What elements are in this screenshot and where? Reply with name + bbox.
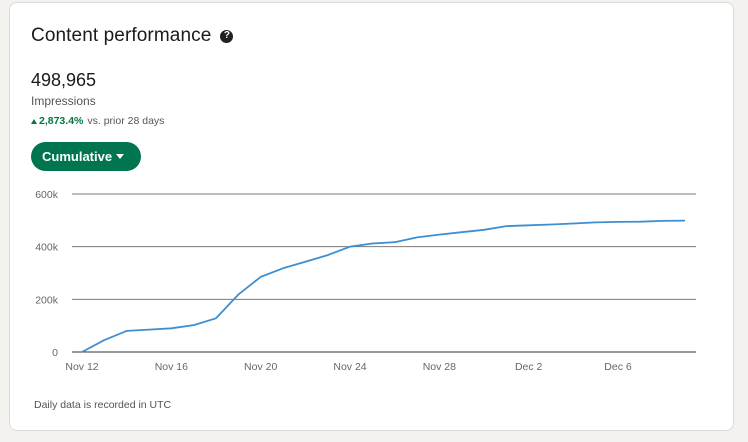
data-point[interactable] [326, 253, 330, 257]
question-circle-icon[interactable]: ? [220, 29, 234, 43]
cumulative-dropdown-button[interactable]: Cumulative [31, 142, 142, 171]
change-value: 2,873.4% [39, 115, 84, 127]
data-point[interactable] [169, 326, 173, 330]
data-point[interactable] [571, 221, 575, 225]
x-tick-label: Dec 6 [604, 361, 632, 373]
data-point[interactable] [616, 220, 620, 224]
data-point[interactable] [504, 224, 508, 228]
change-suffix: vs. prior 28 days [87, 115, 165, 127]
data-point[interactable] [214, 316, 218, 320]
content-performance-card: Content performance ? 498,965 Impression… [9, 2, 734, 431]
data-point[interactable] [460, 230, 464, 234]
data-point[interactable] [125, 329, 129, 333]
title-row: Content performance ? [31, 25, 234, 47]
triangle-up-icon [31, 118, 37, 124]
data-point[interactable] [437, 233, 441, 237]
impressions-label: Impressions [31, 94, 96, 108]
data-point[interactable] [236, 293, 240, 297]
data-point[interactable] [683, 219, 687, 223]
data-point[interactable] [147, 328, 151, 332]
impressions-line-chart: 0 200k 400k 600k Nov 12 Nov 16 Nov 20 Nov 24 Nov… [35, 189, 696, 373]
data-point[interactable] [303, 260, 307, 264]
data-point[interactable] [102, 338, 106, 342]
data-point[interactable] [393, 240, 397, 244]
x-tick-label: Nov 20 [244, 361, 277, 373]
data-point[interactable] [415, 235, 419, 239]
data-point[interactable] [281, 266, 285, 270]
impressions-value: 498,965 [31, 70, 97, 90]
data-point[interactable] [638, 220, 642, 224]
change-up-indicator: 2,873.4% [31, 115, 83, 127]
data-point[interactable] [80, 350, 84, 354]
data-point[interactable] [594, 220, 598, 224]
data-point[interactable] [370, 242, 374, 246]
x-tick-label: Dec 2 [515, 361, 543, 373]
card-title: Content performance [31, 25, 212, 46]
y-tick-label: 600k [35, 189, 59, 201]
x-tick-label: Nov 12 [65, 361, 98, 373]
y-tick-label: 0 [52, 347, 58, 359]
dropdown-label: Cumulative [42, 149, 113, 164]
y-tick-label: 200k [35, 294, 59, 306]
data-point[interactable] [661, 219, 665, 223]
y-tick-label: 400k [35, 242, 59, 254]
caret-down-icon [116, 154, 125, 159]
utc-footnote: Daily data is recorded in UTC [34, 399, 172, 411]
data-point[interactable] [259, 275, 263, 279]
data-point[interactable] [527, 223, 531, 227]
x-tick-label: Nov 16 [155, 361, 188, 373]
data-point[interactable] [549, 223, 553, 227]
data-point[interactable] [482, 228, 486, 232]
impressions-change: 2,873.4% vs. prior 28 days [31, 115, 164, 127]
x-tick-label: Nov 24 [333, 361, 366, 373]
x-tick-label: Nov 28 [423, 361, 456, 373]
data-point[interactable] [348, 245, 352, 249]
impressions-series-line [81, 219, 686, 353]
data-point[interactable] [192, 323, 196, 327]
